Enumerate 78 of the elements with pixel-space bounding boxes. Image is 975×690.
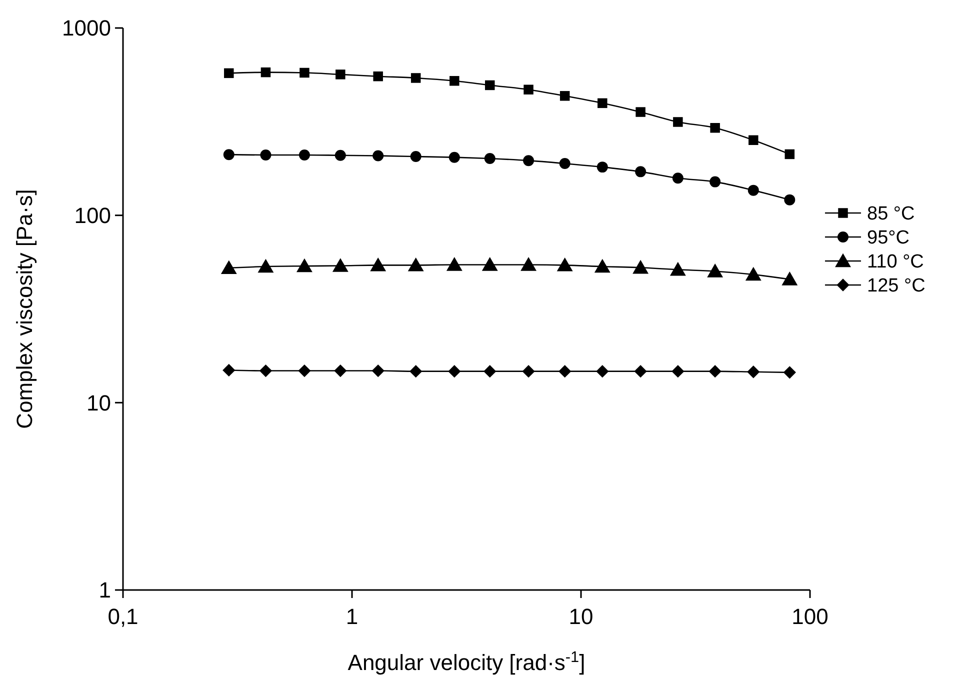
point	[410, 151, 422, 162]
point	[670, 262, 686, 276]
legend-label: 95°C	[867, 228, 910, 249]
point	[222, 364, 236, 377]
y-axis-title: Complex viscosity [Pa·s]	[12, 189, 37, 429]
point	[560, 91, 570, 101]
point	[598, 98, 608, 108]
legend-label: 85 °C	[867, 204, 915, 225]
point	[298, 149, 310, 160]
point	[260, 149, 272, 160]
x-axis-title: Angular velocity [rad·s$^{-1}$]	[348, 648, 586, 675]
point	[594, 258, 610, 273]
point	[559, 158, 570, 170]
point	[300, 68, 310, 78]
point	[334, 364, 347, 378]
point	[635, 166, 646, 178]
y-tick-label: 100	[74, 203, 111, 228]
point	[523, 155, 534, 166]
point	[596, 162, 608, 173]
x-tick-label: 10	[568, 604, 594, 629]
point	[408, 257, 424, 272]
point	[556, 257, 573, 272]
point	[672, 172, 684, 184]
point	[334, 150, 346, 161]
point	[708, 365, 722, 378]
point	[558, 365, 572, 378]
point	[782, 272, 798, 286]
point	[448, 152, 460, 163]
point	[410, 365, 422, 378]
point	[373, 71, 383, 82]
point	[748, 184, 759, 196]
point	[259, 364, 272, 378]
point	[484, 365, 496, 378]
y-tick-label: 1000	[62, 16, 111, 41]
point	[450, 76, 460, 86]
point	[747, 366, 760, 378]
point	[748, 135, 758, 146]
x-tick-label: 1	[346, 604, 358, 629]
y-tick-label: 10	[86, 390, 111, 416]
point	[260, 67, 271, 78]
point	[783, 366, 796, 379]
point	[223, 149, 234, 160]
point	[258, 258, 274, 273]
point	[673, 117, 683, 127]
x-tick-label: 100	[792, 604, 828, 629]
point	[298, 364, 311, 378]
point	[522, 365, 535, 378]
point	[745, 266, 762, 281]
point	[672, 365, 684, 378]
point	[224, 68, 234, 78]
point	[336, 70, 346, 80]
point	[632, 260, 649, 274]
point	[784, 149, 795, 160]
point	[332, 258, 348, 272]
legend-label: 110 °C	[867, 252, 924, 273]
x-tick-label: 0,1	[108, 604, 138, 629]
legend-label: 125 °C	[867, 276, 926, 297]
point	[448, 365, 461, 378]
point	[520, 257, 536, 271]
point	[710, 176, 721, 188]
point	[784, 194, 796, 206]
point	[485, 80, 495, 90]
point	[372, 364, 384, 378]
point	[484, 153, 496, 164]
point	[482, 257, 498, 271]
point	[596, 365, 609, 378]
point	[707, 264, 724, 278]
point	[636, 107, 646, 117]
point	[370, 257, 386, 272]
point	[634, 365, 647, 378]
point	[446, 257, 462, 271]
point	[220, 260, 237, 274]
point	[296, 258, 312, 272]
point	[410, 73, 421, 83]
point	[710, 123, 720, 133]
point	[372, 150, 384, 162]
point	[524, 84, 534, 94]
y-tick-label: 1	[98, 578, 111, 603]
